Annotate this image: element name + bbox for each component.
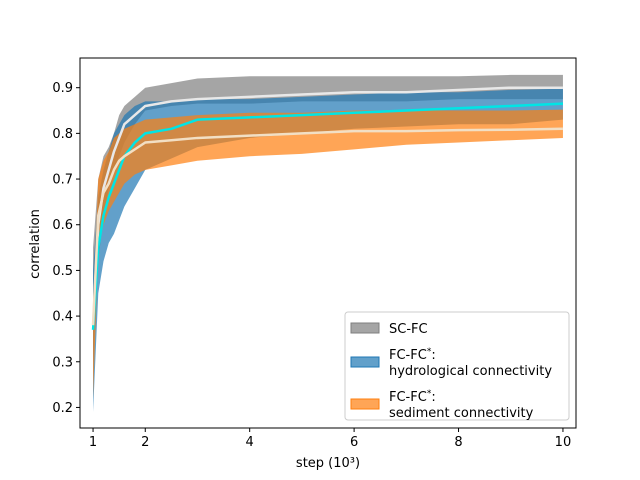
legend-label-series-2: FC-FC*: (389, 347, 436, 363)
x-tick-label: 1 (89, 435, 97, 450)
legend-sublabel-series-2: hydrological connectivity (389, 364, 552, 379)
legend-label-series-1: SC-FC (389, 322, 428, 337)
y-tick-label: 0.3 (52, 355, 73, 370)
legend-box (344, 311, 570, 421)
x-tick-label: 6 (350, 435, 358, 450)
y-tick-label: 0.6 (52, 218, 73, 233)
legend-colon: : (431, 348, 435, 363)
y-tick-label: 0.4 (52, 310, 73, 325)
x-axis-ticks: 1 2 4 6 8 10 (89, 428, 571, 450)
mean-line-series-1 (91, 86, 563, 326)
y-axis-label: correlation (28, 209, 43, 279)
band-series-1 (93, 74, 563, 362)
x-tick-label: 8 (454, 435, 462, 450)
legend-swatch-series-3 (350, 398, 380, 410)
legend-swatch-series-1 (350, 322, 380, 334)
x-tick-label: 2 (141, 435, 149, 450)
legend-label-series-3: FC-FC*: (389, 389, 436, 405)
legend-swatch-series-2 (350, 356, 380, 368)
legend-sublabel-series-3: sediment connectivity (389, 406, 534, 421)
y-tick-label: 0.2 (52, 401, 73, 416)
mean-line-series-3 (91, 127, 563, 326)
axes-frame (79, 57, 577, 429)
y-tick-label: 0.9 (52, 81, 73, 96)
x-tick-label: 10 (555, 435, 572, 450)
legend-colon: : (431, 390, 435, 405)
legend-asterisk: * (427, 347, 432, 357)
y-tick-label: 0.8 (52, 127, 73, 142)
x-tick-label: 4 (246, 435, 254, 450)
y-tick-label: 0.7 (52, 173, 73, 188)
y-axis-ticks: 0.2 0.3 0.4 0.5 0.6 0.7 0.8 0.9 (52, 81, 80, 416)
plot-area (91, 74, 564, 413)
x-axis-label: step (10³) (296, 456, 360, 471)
y-tick-label: 0.5 (52, 264, 73, 279)
mean-line-series-2 (91, 102, 564, 330)
legend-asterisk: * (427, 389, 432, 399)
